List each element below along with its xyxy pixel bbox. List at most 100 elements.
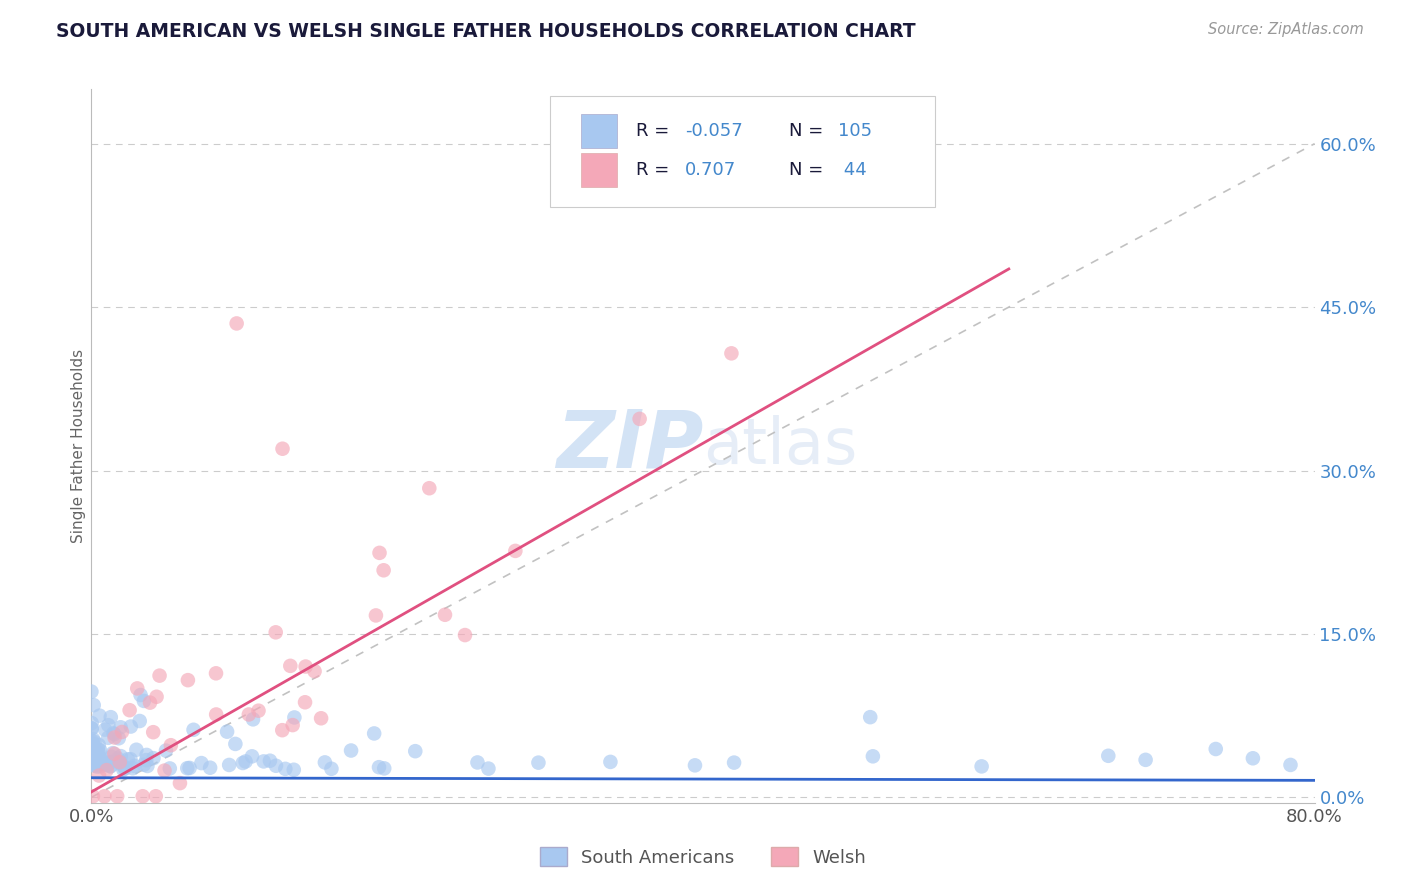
Point [104, 731, 127, 745]
Point [247, 704, 270, 718]
Point [198, 761, 221, 775]
Point [117, 752, 139, 766]
Point [1097, 748, 1119, 763]
Point [80, 684, 103, 698]
Point [103, 726, 125, 740]
Point [142, 725, 165, 739]
Point [101, 746, 124, 760]
Y-axis label: Single Father Households: Single Father Households [70, 349, 86, 543]
Point [124, 759, 146, 773]
Point [82, 789, 104, 804]
Point [467, 756, 489, 770]
Point [80, 722, 103, 736]
Point [271, 442, 294, 456]
Point [111, 725, 134, 739]
Point [205, 707, 228, 722]
Point [454, 628, 477, 642]
Point [82, 732, 104, 747]
Point [169, 776, 191, 790]
Point [340, 743, 363, 757]
Point [505, 544, 527, 558]
Point [259, 754, 281, 768]
Point [271, 723, 294, 738]
Point [97, 731, 120, 745]
Point [120, 720, 142, 734]
Point [86, 759, 108, 773]
Point [242, 712, 264, 726]
Point [683, 758, 706, 772]
Point [264, 625, 287, 640]
Point [100, 755, 122, 769]
Point [82, 737, 104, 751]
Point [159, 761, 181, 775]
Point [599, 755, 621, 769]
Point [108, 756, 131, 770]
Point [132, 694, 155, 708]
Point [86, 746, 108, 760]
Point [404, 744, 426, 758]
FancyBboxPatch shape [581, 114, 617, 148]
Point [132, 789, 155, 804]
Text: 0.707: 0.707 [685, 161, 735, 178]
Point [125, 743, 148, 757]
Point [82, 752, 104, 766]
Point [114, 761, 136, 775]
Point [121, 761, 143, 775]
Point [89, 708, 111, 723]
Point [217, 724, 239, 739]
Point [87, 742, 110, 756]
Point [368, 546, 391, 560]
Point [294, 695, 316, 709]
Point [155, 743, 177, 757]
Point [98, 759, 121, 773]
Point [373, 761, 395, 775]
Text: SOUTH AMERICAN VS WELSH SINGLE FATHER HOUSEHOLDS CORRELATION CHART: SOUTH AMERICAN VS WELSH SINGLE FATHER HO… [56, 22, 915, 41]
Point [148, 668, 170, 682]
Text: R =: R = [636, 122, 675, 140]
Point [96, 757, 118, 772]
Point [129, 688, 152, 702]
Point [83, 698, 105, 713]
Point [418, 481, 440, 495]
Point [723, 756, 745, 770]
Point [80, 734, 103, 748]
Point [87, 768, 110, 782]
Point [108, 755, 131, 769]
Point [132, 757, 155, 772]
Point [80, 752, 103, 766]
Text: ZIP: ZIP [555, 407, 703, 485]
Point [97, 718, 120, 732]
Point [83, 735, 105, 749]
Point [321, 762, 343, 776]
Point [80, 716, 103, 731]
Point [127, 681, 149, 696]
Point [103, 727, 125, 741]
Point [205, 666, 228, 681]
Point [107, 752, 129, 766]
Text: 44: 44 [838, 161, 866, 178]
Point [179, 761, 201, 775]
Point [93, 789, 115, 804]
Point [80, 722, 103, 736]
Point [110, 749, 132, 764]
Text: N =: N = [789, 122, 828, 140]
Point [80, 736, 103, 750]
Point [98, 756, 121, 770]
Point [304, 664, 326, 678]
Point [433, 607, 456, 622]
Text: -0.057: -0.057 [685, 122, 742, 140]
Point [145, 789, 167, 804]
Point [283, 763, 305, 777]
Point [145, 690, 167, 704]
Point [87, 738, 110, 752]
Point [283, 710, 305, 724]
Point [96, 763, 118, 777]
Point [89, 750, 111, 764]
Point [281, 718, 304, 732]
Point [1279, 758, 1302, 772]
Point [177, 673, 200, 688]
Point [190, 756, 212, 770]
Point [218, 758, 240, 772]
Point [120, 752, 142, 766]
Point [82, 756, 104, 771]
